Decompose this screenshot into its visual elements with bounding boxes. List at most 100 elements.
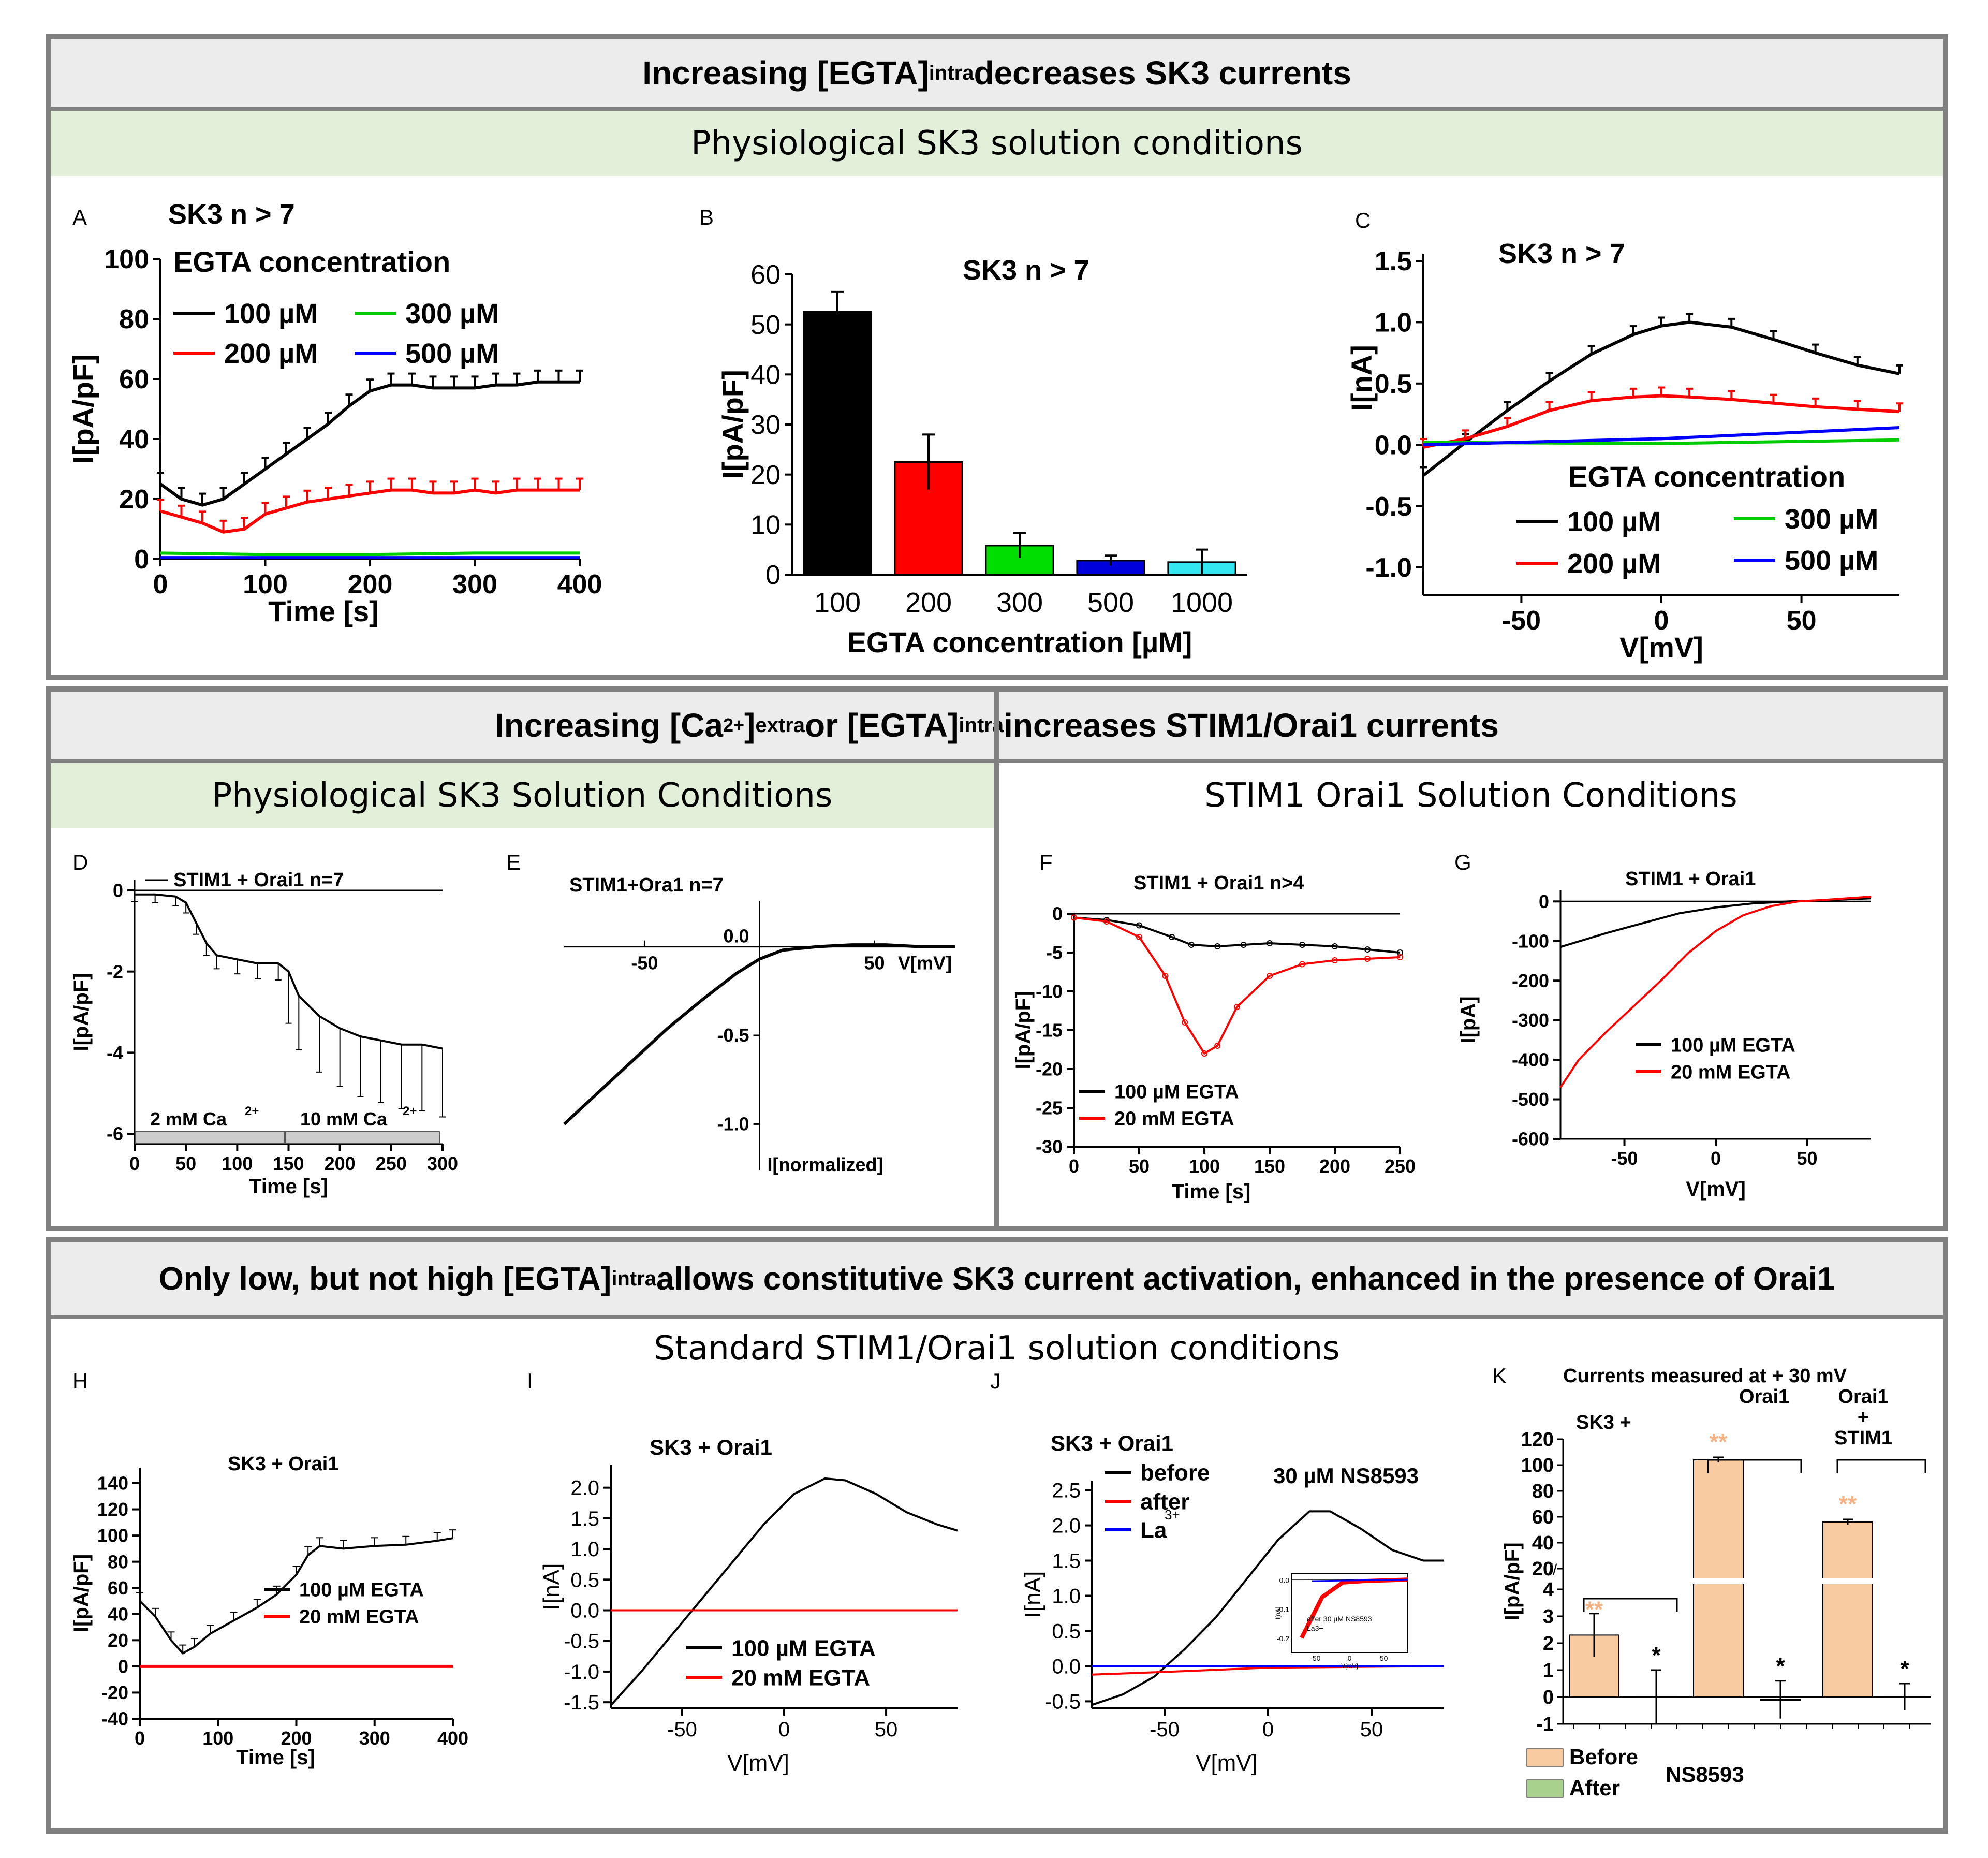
legend-300uM-label: 300 µM — [405, 298, 499, 329]
divider — [994, 692, 999, 1226]
x-tick-label: 50 — [875, 1718, 898, 1741]
x-tick-label: 100 — [222, 1153, 253, 1174]
data-point — [1162, 973, 1169, 979]
y-tick-label: -600 — [1512, 1129, 1549, 1150]
inset-frame — [1291, 1573, 1408, 1653]
y-tick-label: -30 — [1036, 1136, 1063, 1158]
bar-before-2 — [1822, 1521, 1873, 1698]
data-point — [1240, 942, 1247, 948]
bath-bar-10mm — [285, 1131, 440, 1144]
data-point — [1364, 956, 1371, 962]
y-tick-label: 80 — [1532, 1481, 1554, 1502]
series-line-300-m — [160, 551, 580, 557]
y-tick-label: 2.5 — [1052, 1480, 1081, 1502]
y-tick-label: 2 — [1543, 1633, 1554, 1655]
y-tick-label: 10 — [750, 510, 781, 540]
title-part: Increasing [Ca — [494, 707, 723, 744]
y-tick-label: 20 — [1532, 1558, 1554, 1580]
bath-bar-2mm — [135, 1131, 285, 1144]
x-tick-label: 0 — [1711, 1148, 1721, 1169]
x-tick-label: 50 — [1129, 1155, 1150, 1177]
y-axis-label: I[nA] — [1020, 1571, 1045, 1618]
annotation-sup: 2+ — [403, 1104, 417, 1118]
section-1-title: Increasing [EGTA] intra decreases SK3 cur… — [51, 39, 1943, 111]
x-tick-label: -50 — [1611, 1148, 1638, 1169]
series-line-100-m-egta — [1560, 897, 1872, 948]
x-axis-label: Time [s] — [249, 1175, 328, 1198]
data-point — [1071, 914, 1077, 921]
section-2-left-subtitle: Physiological SK3 Solution Conditions — [51, 763, 994, 828]
data-point — [1214, 943, 1221, 949]
x-tick-label: 100 — [1189, 1155, 1220, 1177]
y-tick-label: 60 — [1532, 1506, 1554, 1528]
title-part: ] — [744, 707, 756, 744]
x-axis-label: Time [s] — [236, 1746, 315, 1769]
legend-la-sup: 3+ — [1165, 1507, 1180, 1523]
chart-title: STIM1 + Orai1 n=7 — [173, 869, 344, 891]
data-point — [1299, 961, 1305, 968]
significance-after: * — [1900, 1656, 1909, 1681]
y-tick-label: -20 — [101, 1682, 128, 1703]
series-line-100-m-egta — [1073, 916, 1401, 954]
y-axis-label: I[normalized] — [768, 1154, 883, 1175]
comparison-bracket — [1707, 1459, 1802, 1473]
y-tick-label: 60 — [750, 260, 781, 290]
y-tick-label: 0 — [765, 560, 781, 590]
data-point — [1169, 934, 1175, 940]
y-tick-label: -10 — [1036, 981, 1063, 1002]
group-label-orai1-stim1: Orai1 — [1838, 1386, 1888, 1408]
legend-300uM-label: 300 µM — [1785, 504, 1878, 535]
y-tick-label: 1.0 — [570, 1538, 599, 1561]
x-tick-label: 400 — [437, 1728, 468, 1749]
y-axis-label: I[pA/pF] — [67, 354, 99, 463]
section-3-subtitle: Standard STIM1/Orai1 solution conditions — [51, 1320, 1943, 1377]
inset-y-label: I[nA] — [1274, 1607, 1282, 1620]
y-tick-label: 3 — [1543, 1606, 1554, 1628]
y-tick-label: -0.5 — [1365, 492, 1412, 522]
panel-letter: H — [72, 1369, 89, 1393]
x-tick-label: 0 — [1069, 1155, 1079, 1177]
x-tick-label: 50 — [175, 1153, 196, 1174]
legend-500uM-label: 500 µM — [405, 338, 499, 369]
inset-x-label: V[mV] — [1341, 1662, 1358, 1670]
y-tick-label: 0 — [1052, 903, 1063, 925]
x-tick-label: -50 — [667, 1718, 697, 1741]
chart-j-iv: -0.5 0.0 0.5 1.0 1.5 2.0 2.5 -50 0 50 V[mV] I[nA] SK… — [1020, 1431, 1445, 1776]
y-tick-label: -1.0 — [717, 1113, 749, 1134]
title-part: increases STIM1/Orai1 currents — [1004, 707, 1499, 744]
x-tick-label: 50 — [1787, 606, 1817, 636]
legend-20mM-label: 20 mM EGTA — [731, 1665, 870, 1690]
series-line-500-m — [1423, 426, 1900, 447]
y-tick-label: -2 — [107, 961, 123, 982]
y-tick-label: -0.5 — [564, 1630, 599, 1653]
group-label-plus: + — [1858, 1407, 1869, 1428]
inset-la-line — [1312, 1578, 1408, 1582]
y-tick-label: 100 — [97, 1525, 128, 1546]
legend-after-label: After — [1569, 1776, 1620, 1800]
annotation-sup: 2+ — [245, 1104, 259, 1118]
chart-h-time-course: -40 -20 0 20 40 60 80 100 120 140 0 100 200 300 400 Tim… — [70, 1453, 468, 1769]
significance-after: * — [1776, 1654, 1785, 1679]
inset-x-tick: 0 — [1348, 1654, 1352, 1662]
y-tick-label: 1.5 — [1052, 1550, 1081, 1573]
y-axis-label: I[pA/pF] — [70, 973, 93, 1051]
y-tick-label: 20 — [119, 485, 149, 515]
x-axis-label: V[mV] — [727, 1750, 789, 1776]
y-tick-label: -200 — [1512, 970, 1549, 991]
legend-500uM-label: 500 µM — [1785, 545, 1878, 576]
inset-y-tick: 0.0 — [1279, 1576, 1290, 1584]
chart-title: SK3 + Orai1 — [650, 1435, 772, 1459]
y-tick-label: -100 — [1512, 930, 1549, 952]
data-point — [1136, 922, 1142, 929]
y-tick-label: 0 — [118, 1656, 128, 1677]
y-tick-label: 2.0 — [1052, 1515, 1081, 1538]
y-tick-label: 0 — [1539, 891, 1549, 912]
chart-title: STIM1 + Orai1 n>4 — [1133, 872, 1304, 894]
chart-a-time-course: 0 20 40 60 80 100 0 100 200 300 400 Time [s] I[pA/pF… — [67, 199, 602, 627]
title-sub: intra — [929, 61, 974, 84]
y-tick-label: 80 — [119, 304, 149, 334]
data-point — [1103, 918, 1110, 925]
y-tick-label: 1.0 — [1375, 308, 1412, 338]
y-tick-label: -0.5 — [1045, 1690, 1081, 1713]
legend-before-label: Before — [1569, 1745, 1638, 1769]
